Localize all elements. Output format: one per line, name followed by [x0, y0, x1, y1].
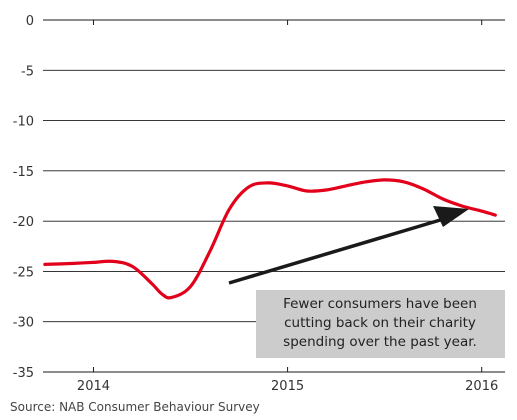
- y-tick-label: 0: [26, 14, 34, 29]
- y-tick-labels: 0 -5 -10 -15 -20 -25 -30 -35: [13, 14, 34, 381]
- annotation-box: [256, 290, 505, 358]
- source-note: Source: NAB Consumer Behaviour Survey: [10, 400, 260, 414]
- y-tick-label: -20: [13, 215, 34, 230]
- y-tick-label: -25: [13, 265, 34, 280]
- y-gridlines: [43, 19, 505, 373]
- x-tick-label: 2016: [465, 379, 498, 394]
- annotation: Fewer consumers have been cutting back on…: [228, 206, 505, 358]
- y-tick-label: -15: [13, 165, 34, 180]
- x-tick-label: 2014: [77, 379, 110, 394]
- y-tick-label: -5: [21, 64, 34, 79]
- annotation-line: Fewer consumers have been: [283, 296, 477, 312]
- x-tick-labels: 2014 2015 2016: [77, 20, 498, 394]
- annotation-text: Fewer consumers have been cutting back on…: [283, 296, 477, 350]
- annotation-arrowhead: [433, 206, 469, 227]
- y-tick-label: -35: [13, 366, 34, 381]
- series-line: [43, 178, 497, 300]
- annotation-arrow: [228, 216, 448, 285]
- x-tick-label: 2015: [271, 379, 304, 394]
- y-tick-label: -30: [13, 316, 34, 331]
- annotation-line: spending over the past year.: [283, 334, 477, 350]
- annotation-line: cutting back on their charity: [284, 315, 476, 331]
- y-tick-label: -10: [13, 115, 34, 130]
